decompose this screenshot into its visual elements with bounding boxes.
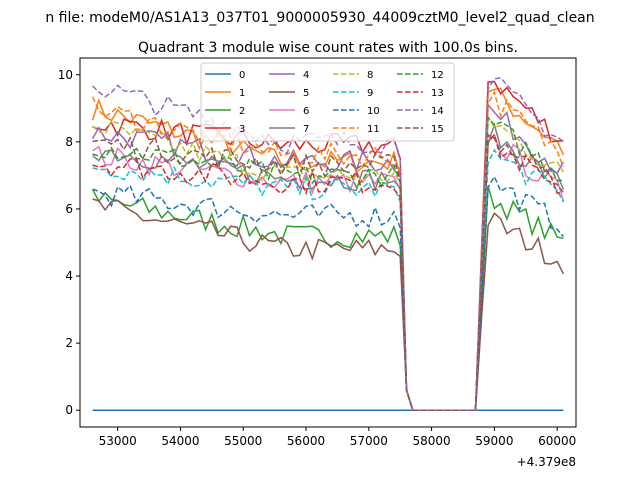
legend-label-7: 7: [303, 124, 309, 135]
axes-layer: 53000 54000 55000 56000 57000 58000 59000 60000…: [58, 68, 577, 448]
x-tick-label: 55000: [224, 434, 262, 448]
legend-label-9: 9: [367, 88, 373, 99]
series-line-15: [92, 133, 565, 411]
legend-box: [200, 62, 455, 142]
x-tick-label: 57000: [350, 434, 388, 448]
series-layer: [91, 76, 565, 411]
legend-label-12: 12: [431, 70, 444, 81]
legend-label-3: 3: [239, 124, 245, 135]
y-tick-label: 4: [65, 269, 73, 283]
x-tick-label: 53000: [99, 434, 137, 448]
legend-label-4: 4: [303, 70, 309, 81]
plot-frame: [79, 57, 577, 428]
series-line-10: [92, 174, 564, 411]
series-line-8: [92, 114, 565, 411]
legend-label-15: 15: [431, 124, 444, 135]
x-tick-label: 58000: [413, 434, 451, 448]
legend-label-6: 6: [303, 106, 309, 117]
y-tick-label: 2: [65, 336, 73, 350]
y-tick-label: 8: [65, 135, 73, 149]
legend-label-11: 11: [367, 124, 380, 135]
y-tick-label: 0: [65, 403, 73, 417]
y-tick-label: 10: [58, 68, 73, 82]
figure-suptitle: n file: modeM0/AS1A13_037T01_9000005930_…: [45, 10, 594, 26]
x-tick-label: 60000: [538, 434, 576, 448]
x-tick-label: 59000: [475, 434, 513, 448]
chart-title: Quadrant 3 module wise count rates with …: [138, 40, 518, 56]
legend-label-14: 14: [431, 106, 444, 117]
legend-label-8: 8: [367, 70, 373, 81]
series-line-5: [92, 198, 565, 411]
x-tick-label: 54000: [161, 434, 199, 448]
legend-label-1: 1: [239, 88, 245, 99]
x-tick-label: 56000: [287, 434, 325, 448]
y-tick-label: 6: [65, 202, 73, 216]
legend-label-13: 13: [431, 88, 444, 99]
legend-label-10: 10: [367, 106, 380, 117]
legend-label-0: 0: [239, 70, 245, 81]
x-offset-label: +4.379e8: [517, 455, 576, 469]
legend-label-2: 2: [239, 106, 245, 117]
legend-label-5: 5: [303, 88, 309, 99]
